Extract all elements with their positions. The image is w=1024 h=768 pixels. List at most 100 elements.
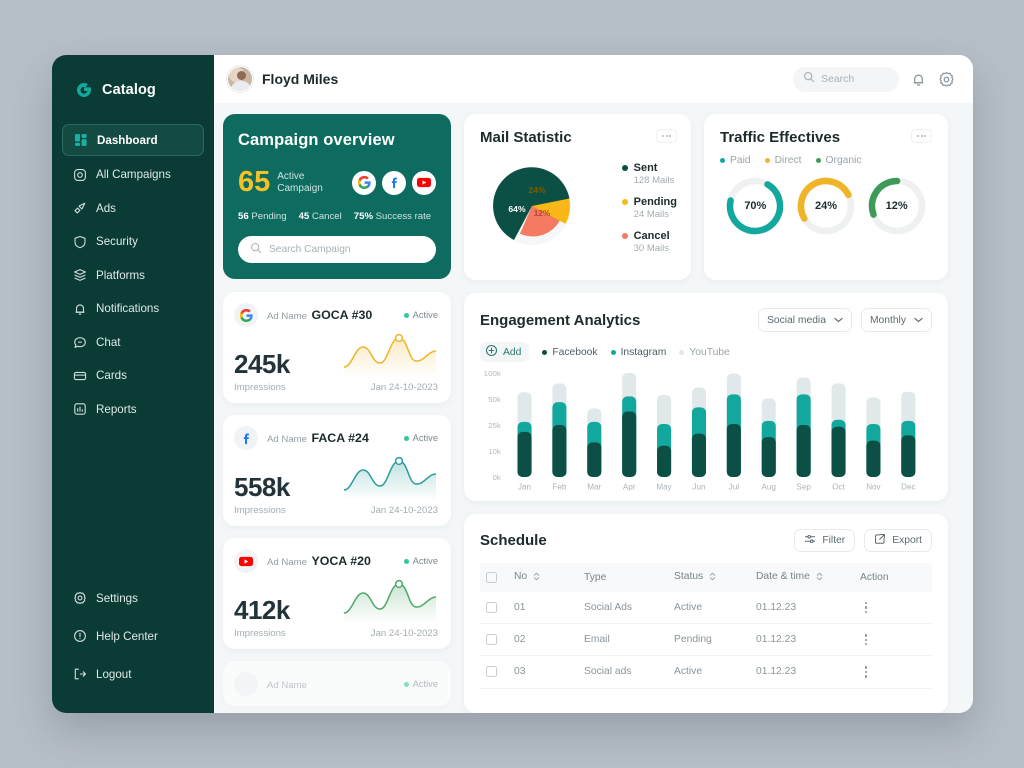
legend-sub: 128 Mails [633,175,675,186]
gear-icon[interactable] [938,71,955,88]
select-period[interactable]: Monthly [860,308,932,332]
bar-segment [691,433,706,477]
svg-text:10k: 10k [488,447,501,456]
row-checkbox[interactable] [486,602,497,614]
column-label: Date & time [756,571,810,582]
sidebar-item-ads[interactable]: Ads [62,193,204,223]
row-menu-icon[interactable] [860,634,872,646]
table-row[interactable]: 03 Social ads Active 01.12.23 [480,655,932,689]
row-checkbox-cell [480,623,514,657]
column-header-status[interactable]: Status [674,563,756,592]
legend-dot-icon [621,165,628,171]
select-social-media[interactable]: Social media [757,308,852,332]
svg-text:64%: 64% [508,204,526,214]
ad-card[interactable]: Ad Name Active [223,661,451,706]
sidebar-item-cards[interactable]: Cards [62,361,204,391]
sidebar-item-notifications[interactable]: Notifications [62,294,204,324]
sidebar-item-security[interactable]: Security [62,227,204,257]
svg-text:12%: 12% [534,208,551,218]
campaign-stat: 45 Cancel [299,211,342,222]
grid-icon [74,133,88,147]
chat-bubble-icon [73,335,87,349]
export-button[interactable]: Export [864,529,932,552]
select-all-header [480,563,514,592]
select-all-checkbox[interactable] [486,572,497,583]
legend-sub: 30 Mails [633,243,669,254]
sidebar-item-logout[interactable]: Logout [62,659,204,689]
sidebar-nav: Dashboard All Campaigns Ads Security [52,124,214,424]
ad-card[interactable]: Ad Name FACA #24 Active 558k [223,415,451,526]
engagement-analytics-card: Engagement Analytics Social media Monthl… [464,293,948,501]
legend-dot-icon [621,199,628,205]
table-header-row: No Type Status [480,563,932,592]
credit-card-icon [73,369,87,383]
google-icon-button[interactable] [352,170,376,195]
sidebar-item-all-campaigns[interactable]: All Campaigns [62,160,204,190]
ad-card[interactable]: Ad Name YOCA #20 Active 412k [223,538,451,649]
status-badge: Active [403,433,438,443]
chevron-down-icon [914,315,923,326]
sidebar-bottom-nav: Settings Help Center Logout [52,583,214,713]
sidebar-item-label: Security [96,235,138,248]
filter-button[interactable]: Filter [794,529,856,552]
donut-chart-paid: 70% [723,174,787,238]
legend-dot-icon [542,349,548,355]
sidebar-item-chat[interactable]: Chat [62,327,204,357]
column-header-date[interactable]: Date & time [756,563,860,592]
sidebar-item-reports[interactable]: Reports [62,394,204,424]
logout-arrow-icon [73,667,87,681]
more-dots-icon[interactable] [911,129,932,143]
shield-icon [73,235,87,249]
youtube-icon [234,549,258,573]
search-input[interactable]: Search [793,66,899,92]
youtube-icon-button[interactable] [412,170,436,195]
bar-segment [901,435,916,477]
more-dots-icon[interactable] [656,129,677,143]
search-icon [250,241,262,259]
campaign-search-input[interactable]: Search Campaign [238,236,436,263]
sidebar-item-platforms[interactable]: Platforms [62,260,204,290]
sidebar-item-label: Reports [96,402,137,416]
x-axis-tick-label: Feb [552,483,567,492]
status-text: Active [412,556,438,566]
sidebar-item-settings[interactable]: Settings [62,583,204,613]
campaign-title: Campaign overview [238,131,395,149]
gear-icon [73,591,87,605]
row-menu-icon[interactable] [860,666,872,678]
card-title: Engagement Analytics [480,311,641,329]
column-label: Status [674,571,704,582]
sidebar-item-dashboard[interactable]: Dashboard [62,124,204,156]
row-checkbox[interactable] [486,634,497,646]
x-axis-tick-label: Dec [901,483,915,492]
active-campaign-label: Active Campaign [277,171,335,195]
donut-chart-organic: 12% [865,174,929,238]
card-title: Schedule [480,532,547,549]
sort-icon [709,572,716,584]
sidebar-item-label: Help Center [96,629,158,643]
table-row[interactable]: 02 Email Pending 01.12.23 [480,623,932,657]
add-series-button[interactable]: Add [480,342,530,362]
ad-date: Jan 24-10-2023 [370,628,438,639]
facebook-icon [234,426,258,450]
cell-status: Active [674,655,756,689]
row-menu-icon[interactable] [860,602,872,614]
left-column: Campaign overview 65 Active Campaign [223,114,451,713]
table-row[interactable]: 01 Social Ads Active 01.12.23 [480,592,932,625]
donut-value: 24% [814,200,837,212]
ad-card[interactable]: Ad Name GOCA #30 Active 245k [223,292,451,403]
bell-icon [73,302,87,316]
bell-icon[interactable] [910,71,927,88]
ad-cards-list: Ad Name GOCA #30 Active 245k [223,292,451,706]
sort-icon [533,572,540,584]
column-header-no[interactable]: No [514,563,584,592]
main-area: Floyd Miles Search [214,55,973,713]
facebook-icon-button[interactable] [382,170,406,195]
mail-statistic-header: Mail Statistic [480,129,677,146]
filter-sliders-icon [804,533,816,548]
ad-card-meta: Ad Name FACA #24 [267,429,369,447]
legend-name: Facebook [552,346,598,358]
row-checkbox[interactable] [486,666,497,678]
sidebar-item-label: Notifications [96,302,160,315]
cell-type: Social Ads [584,592,674,625]
sidebar-item-help-center[interactable]: Help Center [62,621,204,651]
